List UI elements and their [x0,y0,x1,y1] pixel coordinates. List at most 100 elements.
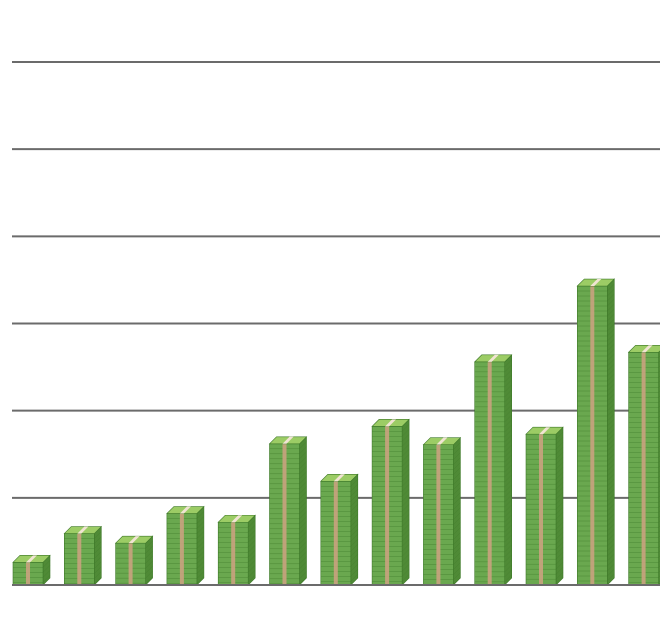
bill-layer-side [555,477,564,485]
bill-layer-side [453,462,461,470]
bill-layer-side [299,441,307,449]
bill-layer-side [299,476,307,484]
bill-layer-side [607,338,615,347]
bill-layer-side [607,283,615,292]
bill-layer-side [299,456,307,464]
bill-layer-side [248,550,256,558]
bill-layer-side [299,536,307,544]
bill-layer-side [42,565,51,573]
bill-layer-side [555,567,564,575]
bar [473,354,513,586]
money-band-top [77,526,89,534]
bill-layer-side [504,469,512,478]
bill-layer-side [607,553,615,562]
bill-layer-side [401,514,410,522]
bill-layer-side [607,473,615,482]
bill-layer-side [607,373,615,382]
bill-layer-side [504,529,512,538]
bill-layer-side [401,574,410,582]
money-band [282,443,287,585]
bill-layer-side [453,452,461,460]
bill-layer-side [555,532,564,540]
bill-layer-side [607,318,615,327]
bill-layer-side [401,519,410,527]
bill-layer-side [504,574,512,583]
bill-layer-side [453,467,461,475]
bill-layer-side [453,447,461,455]
bill-layer-side [607,523,615,532]
bill-layer-side [248,545,256,553]
bill-layer-side [299,516,307,524]
bill-layer-side [401,459,410,467]
bill-layer-side [504,484,512,493]
bill-layer-side [196,521,205,529]
bill-layer-side [555,552,564,560]
bill-layer-side [453,502,461,510]
bar-side [247,514,256,586]
bar [525,426,564,586]
bill-layer-side [504,364,512,373]
bill-layer-side [555,507,564,515]
bill-layer-side [607,543,615,552]
bill-layer-side [555,472,564,480]
bill-layer-side [453,442,461,450]
money-band [487,361,492,585]
bill-layer-side [453,552,461,560]
bill-layer-side [299,561,307,569]
bill-layer-side [94,536,102,544]
bill-layer-side [607,428,615,437]
bill-layer-side [555,457,564,465]
bill-layer-side [504,404,512,413]
bill-layer-side [555,542,564,550]
money-band [77,533,82,585]
bill-layer-side [145,550,153,559]
bill-layer-side [607,448,615,457]
bill-layer-side [299,481,307,489]
bill-layer-side [248,540,256,548]
bars [12,278,660,586]
bill-layer-side [504,474,512,483]
bill-layer-side [299,451,307,459]
bill-layer-side [299,446,307,454]
bill-layer-side [453,562,461,570]
bill-layer-side [607,408,615,417]
bill-layer-side [350,479,358,487]
bill-layer-side [453,547,461,555]
bill-layer-side [401,534,410,542]
bill-layer-side [607,508,615,517]
bill-layer-side [94,566,102,574]
bill-layer-side [607,303,615,312]
bill-layer-side [94,546,102,554]
bill-layer-side [401,564,410,572]
bill-layer-side [504,379,512,388]
bill-layer-side [350,524,358,532]
bill-layer-side [248,520,256,528]
money-band [231,522,236,585]
bar-side [350,473,359,586]
money-band [128,543,133,585]
bar [166,505,205,586]
bill-layer-side [350,554,358,562]
bill-layer-side [607,453,615,462]
bill-layer-side [607,368,615,377]
bill-layer-side [350,564,358,572]
bill-layer-side [42,560,51,568]
bill-layer-side [607,488,615,497]
bill-layer-side [607,503,615,512]
bill-layer-side [504,539,512,548]
money-band [590,286,595,585]
bill-layer-side [299,571,307,579]
bar-side [196,505,205,586]
bill-layer-side [607,293,615,302]
bill-layer-side [196,551,205,559]
bill-layer-side [94,541,102,549]
bill-layer-side [607,313,615,322]
bill-layer-side [196,556,205,564]
bill-layer-side [504,359,512,368]
bill-layer-side [401,449,410,457]
bill-layer-side [504,449,512,458]
money-band-top [231,515,243,523]
bar [320,473,359,586]
money-band-top [385,419,397,427]
